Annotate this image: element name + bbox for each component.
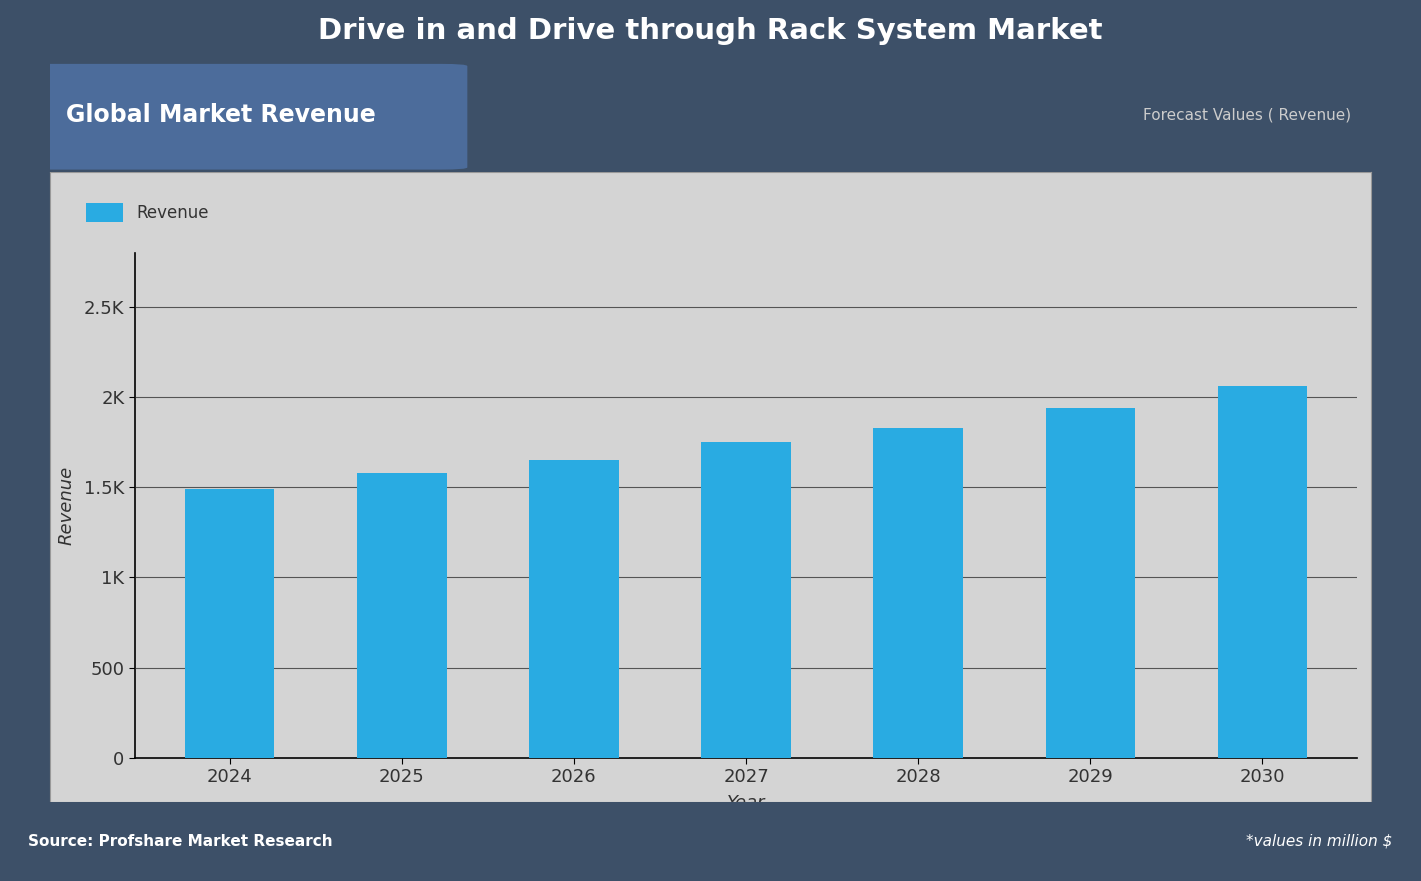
Legend: Revenue: Revenue xyxy=(80,196,215,229)
X-axis label: Year: Year xyxy=(726,795,766,812)
Bar xyxy=(529,460,618,758)
Text: Forecast Values ( Revenue): Forecast Values ( Revenue) xyxy=(1144,107,1351,122)
Bar xyxy=(1046,408,1135,758)
Text: Global Market Revenue: Global Market Revenue xyxy=(65,102,375,127)
Bar xyxy=(185,489,274,758)
Bar xyxy=(357,473,446,758)
Text: *values in million $: *values in million $ xyxy=(1246,833,1393,849)
Bar xyxy=(874,428,963,758)
Text: Drive in and Drive through Rack System Market: Drive in and Drive through Rack System M… xyxy=(318,17,1103,45)
FancyBboxPatch shape xyxy=(24,64,468,169)
Bar xyxy=(702,442,790,758)
Y-axis label: Revenue: Revenue xyxy=(58,466,75,545)
Text: Source: Profshare Market Research: Source: Profshare Market Research xyxy=(28,833,333,849)
Bar xyxy=(1218,387,1307,758)
